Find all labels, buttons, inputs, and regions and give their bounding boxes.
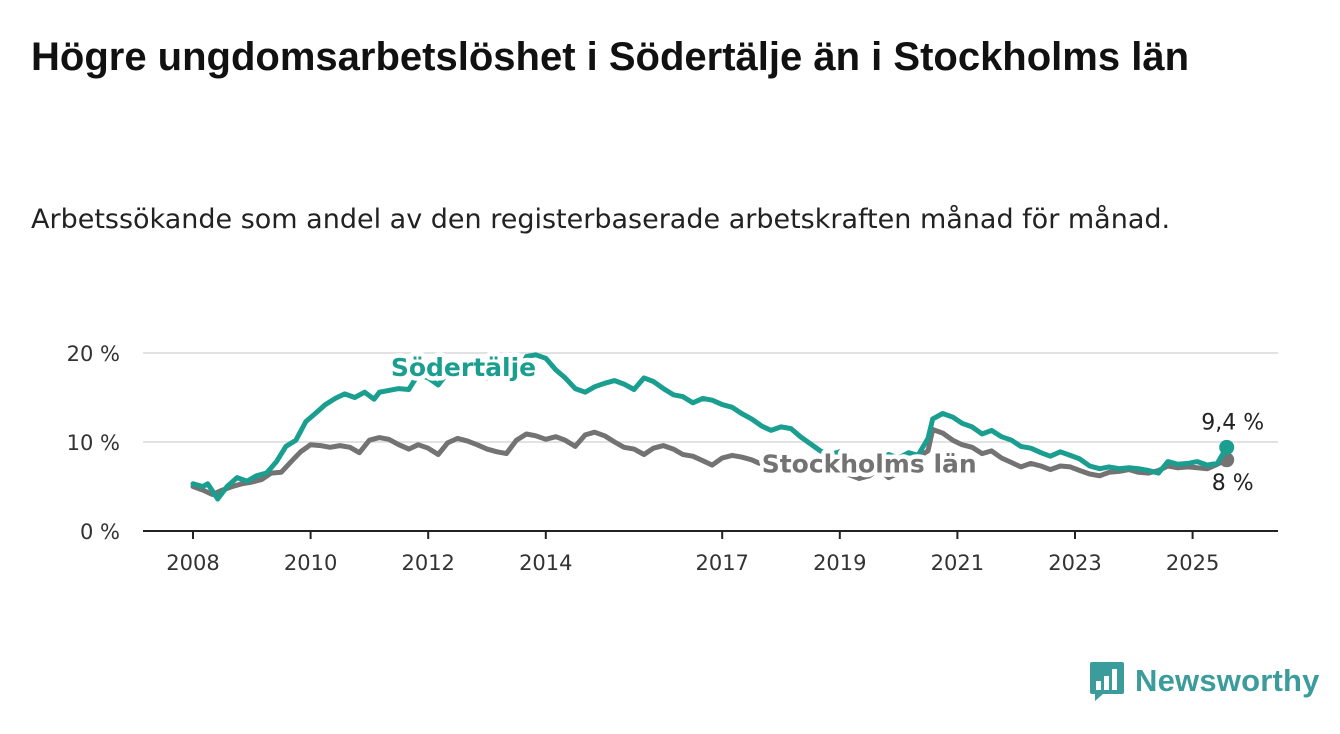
y-axis-ticks: 0 % 10 % 20 % [67, 342, 120, 544]
x-tick-label: 2025 [1166, 551, 1219, 575]
y-tick-label: 20 % [67, 342, 120, 366]
x-tick-label: 2017 [695, 551, 748, 575]
y-tick-label: 10 % [67, 431, 120, 455]
chart-subtitle: Arbetssökande som andel av den registerb… [31, 204, 1171, 235]
series-line-0 [190, 352, 1230, 502]
x-tick-label: 2010 [284, 551, 337, 575]
end-value-label-1: 8 % [1212, 471, 1254, 496]
end-value-label-0: 9,4 % [1201, 410, 1264, 435]
x-tick-label: 2019 [813, 551, 866, 575]
series-lines [190, 352, 1235, 502]
series-label-0: Södertälje [391, 353, 536, 382]
x-tick-label: 2023 [1048, 551, 1101, 575]
x-tick-label: 2008 [166, 551, 219, 575]
newsworthy-brand: Newsworthy [1089, 660, 1320, 702]
y-tick-label: 0 % [80, 520, 120, 544]
x-tick-label: 2012 [401, 551, 454, 575]
x-axis: 2008 2010 2012 2014 2017 2019 2021 2023 2025 [143, 530, 1278, 575]
chart-title: Högre ungdomsarbetslöshet i Södertälje ä… [31, 35, 1190, 79]
grid-lines [143, 352, 1278, 443]
series-line-1 [190, 427, 1230, 497]
series-label-halo: Stockholms län [762, 449, 977, 478]
bar-chart-logo-icon [1090, 662, 1124, 701]
series-label-1: Stockholms län [762, 449, 977, 478]
series-end-marker-0 [1219, 439, 1235, 455]
series-label-halo: Södertälje [391, 353, 536, 382]
brand-name: Newsworthy [1135, 663, 1320, 698]
x-tick-label: 2014 [519, 551, 572, 575]
x-tick-label: 2021 [931, 551, 984, 575]
